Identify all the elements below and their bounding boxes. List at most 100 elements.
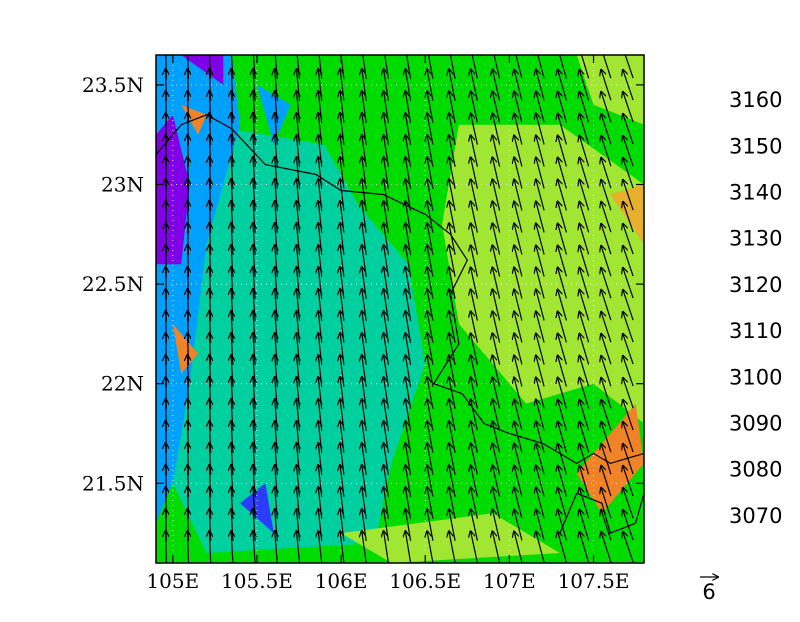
wind-vector xyxy=(449,509,456,541)
wind-vector xyxy=(558,466,567,497)
reference-vector-label: 6 xyxy=(702,580,715,604)
wind-vector xyxy=(493,55,501,79)
colorbar-label: 3080 xyxy=(729,458,782,482)
wind-vector xyxy=(558,158,567,189)
wind-vector xyxy=(558,510,567,541)
wind-vector xyxy=(514,400,523,431)
wind-vector xyxy=(471,355,478,387)
wind-vector xyxy=(492,421,501,453)
wind-vector xyxy=(514,334,523,365)
wind-vector xyxy=(623,268,634,299)
wind-vector xyxy=(471,55,478,79)
wind-vector xyxy=(558,224,567,255)
wind-vector xyxy=(427,91,434,123)
wind-vector xyxy=(623,510,634,541)
wind-vector xyxy=(558,532,567,563)
wind-vector xyxy=(471,267,478,299)
wind-vector xyxy=(514,246,523,277)
wind-vector xyxy=(601,224,612,255)
wind-vector xyxy=(471,421,478,453)
wind-vector xyxy=(449,465,456,497)
wind-vector xyxy=(449,245,456,277)
wind-vector xyxy=(449,421,456,453)
x-tick-label: 106.5E xyxy=(389,569,461,593)
wind-vector xyxy=(601,422,612,453)
wind-vector xyxy=(601,246,612,277)
wind-vector xyxy=(427,289,434,321)
wind-vector xyxy=(514,136,523,167)
wind-vector xyxy=(536,70,545,101)
wind-vector xyxy=(492,509,501,541)
wind-vector xyxy=(492,333,501,365)
wind-vector xyxy=(536,180,545,211)
wind-vector xyxy=(209,531,210,563)
wind-vector xyxy=(471,69,478,101)
wind-vector xyxy=(492,531,501,563)
colorbar: 3070 3080 3090 3100 3110 3120 3130 3140 3150 3160 xyxy=(729,88,782,528)
wind-vector xyxy=(471,113,478,145)
wind-vector xyxy=(558,312,567,343)
wind-vector xyxy=(536,224,545,255)
wind-vector xyxy=(427,201,434,233)
wind-vector xyxy=(275,531,278,563)
wind-vector xyxy=(471,399,478,431)
wind-vector xyxy=(536,312,545,343)
wind-vector xyxy=(449,179,456,211)
x-tick-label: 105E xyxy=(146,569,199,593)
wind-vector xyxy=(536,290,545,321)
wind-vector xyxy=(427,531,434,563)
wind-vector xyxy=(427,69,434,101)
wind-vector xyxy=(623,158,634,189)
wind-vector xyxy=(492,135,501,167)
wind-vector xyxy=(623,290,634,321)
wind-vector xyxy=(536,246,545,277)
wind-vector xyxy=(427,487,434,519)
wind-vector xyxy=(558,268,567,299)
wind-vector xyxy=(601,312,612,343)
wind-vector xyxy=(449,69,456,101)
wind-vector xyxy=(536,92,545,123)
wind-vector xyxy=(492,289,501,321)
wind-vector xyxy=(471,135,478,167)
wind-vector xyxy=(514,92,523,123)
wind-vector xyxy=(449,267,456,299)
wind-vector xyxy=(579,180,590,211)
wind-vector xyxy=(579,334,590,365)
wind-vector xyxy=(558,202,567,233)
wind-vector xyxy=(601,466,612,497)
colorbar-label: 3140 xyxy=(729,181,782,205)
wind-vector xyxy=(427,311,434,343)
wind-vector xyxy=(514,422,523,453)
wind-vector xyxy=(536,356,545,387)
y-tick-label: 22N xyxy=(101,372,144,396)
wind-vector xyxy=(449,311,456,343)
wind-vector xyxy=(492,399,501,431)
wind-vector xyxy=(492,91,501,123)
wind-vector xyxy=(514,268,523,299)
wind-vector xyxy=(231,531,233,563)
wind-vector xyxy=(471,377,478,409)
wind-vector xyxy=(601,400,612,431)
wind-vector xyxy=(492,377,501,409)
wind-vector xyxy=(427,399,434,431)
wind-vector xyxy=(536,114,545,145)
wind-vector xyxy=(427,443,434,475)
wind-vector xyxy=(623,400,634,431)
wind-vector xyxy=(427,355,434,387)
wind-vector xyxy=(558,136,567,167)
wind-vector xyxy=(492,157,501,189)
wind-vector xyxy=(536,488,545,519)
wind-vector xyxy=(558,92,567,123)
wind-vector xyxy=(471,201,478,233)
wind-vector xyxy=(579,378,590,409)
wind-vector xyxy=(579,312,590,343)
wind-vector xyxy=(558,114,567,145)
wind-vector xyxy=(536,158,545,189)
wind-vector xyxy=(623,422,634,453)
wind-vector xyxy=(449,487,456,519)
wind-vector xyxy=(601,290,612,321)
wind-vector xyxy=(471,465,478,497)
wind-vector xyxy=(623,114,634,145)
wind-vector xyxy=(601,268,612,299)
wind-vector xyxy=(623,136,634,167)
